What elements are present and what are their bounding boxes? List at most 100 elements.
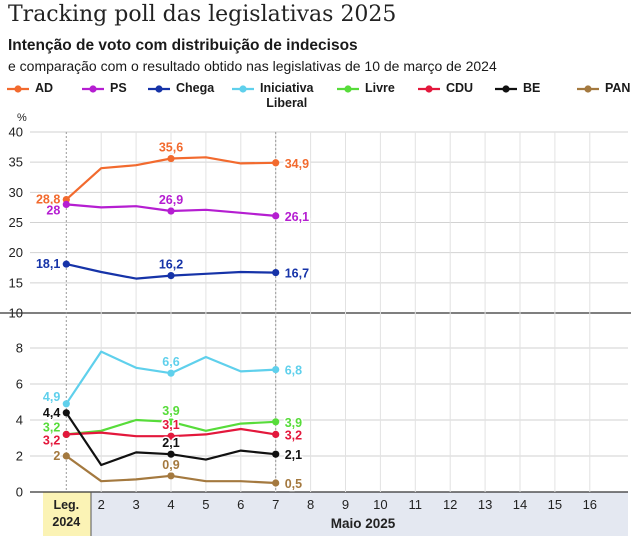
month-label: Maio 2025 bbox=[331, 516, 396, 531]
legend-label: PS bbox=[110, 81, 127, 95]
legend-item: PS bbox=[81, 81, 127, 96]
data-label: 0,9 bbox=[162, 458, 179, 472]
data-point bbox=[167, 472, 175, 480]
data-label: 0,5 bbox=[285, 477, 302, 491]
x-tick-label: 11 bbox=[409, 497, 423, 512]
data-point bbox=[272, 418, 280, 426]
data-point bbox=[272, 450, 280, 458]
legend-item: Livre bbox=[336, 81, 395, 96]
data-label: 3,2 bbox=[43, 433, 60, 447]
y-tick-label: 40 bbox=[9, 125, 23, 140]
data-label: 2,1 bbox=[285, 448, 302, 462]
data-label: 28,8 bbox=[36, 193, 60, 207]
legend: AD PS Chega Iniciativa Liberal Livre CDU BE PAN bbox=[6, 81, 631, 121]
legend-label: Chega bbox=[176, 81, 215, 95]
data-label: 6,8 bbox=[285, 364, 302, 378]
x-tick-label: 3 bbox=[132, 497, 139, 512]
data-label: 2 bbox=[53, 449, 60, 463]
legend-swatch bbox=[82, 85, 104, 93]
data-label: 2,1 bbox=[162, 436, 179, 450]
data-point bbox=[272, 430, 280, 438]
legend-item: PAN bbox=[576, 81, 630, 96]
legend-item: Iniciativa Liberal bbox=[231, 81, 314, 111]
legend-label: Livre bbox=[365, 81, 395, 95]
x-tick-label: 15 bbox=[548, 497, 562, 512]
data-label: 26,1 bbox=[285, 210, 309, 224]
data-label: 3,9 bbox=[162, 404, 179, 418]
data-label: 28 bbox=[46, 203, 60, 217]
x-tick-label: 14 bbox=[513, 497, 527, 512]
data-label: 4,9 bbox=[43, 390, 60, 404]
data-point bbox=[272, 159, 280, 167]
x-tick-label: 13 bbox=[478, 497, 492, 512]
data-point bbox=[167, 271, 175, 280]
data-point bbox=[167, 369, 175, 377]
data-label: 3,1 bbox=[162, 418, 179, 432]
data-label: 18,1 bbox=[36, 257, 60, 271]
data-label: 4,4 bbox=[43, 406, 60, 420]
data-label: 16,2 bbox=[159, 258, 183, 272]
x-tick-label: 5 bbox=[202, 497, 209, 512]
data-label: 26,9 bbox=[159, 193, 183, 207]
y-tick-label: 2 bbox=[16, 449, 23, 464]
x-tick-label: 6 bbox=[237, 497, 244, 512]
legend-item: AD bbox=[6, 81, 53, 96]
baseline-tick-label: 2024 bbox=[52, 515, 80, 529]
x-tick-label: 8 bbox=[307, 497, 314, 512]
legend-swatch bbox=[418, 85, 440, 93]
data-point bbox=[62, 200, 70, 208]
chart-title: Tracking poll das legislativas 2025 bbox=[8, 2, 397, 27]
legend-label: CDU bbox=[446, 81, 474, 95]
legend-swatch bbox=[148, 85, 170, 93]
y-tick-label: 6 bbox=[16, 377, 23, 392]
legend-label: BE bbox=[523, 81, 541, 95]
legend-swatch bbox=[7, 85, 29, 93]
x-tick-label: 10 bbox=[373, 497, 387, 512]
data-point bbox=[167, 418, 175, 426]
y-tick-label: 4 bbox=[16, 413, 23, 428]
x-tick-label: 12 bbox=[443, 497, 457, 512]
data-point bbox=[167, 450, 175, 458]
y-tick-label: 15 bbox=[9, 275, 23, 290]
data-label: 16,7 bbox=[285, 267, 309, 281]
legend-swatch bbox=[232, 85, 254, 93]
data-label: 3,2 bbox=[285, 428, 302, 442]
data-label: 3,9 bbox=[285, 416, 302, 430]
y-tick-label: 8 bbox=[16, 341, 23, 356]
y-tick-label: 0 bbox=[16, 485, 23, 500]
x-tick-label: 4 bbox=[167, 497, 174, 512]
chart-description: e comparação com o resultado obtido nas … bbox=[8, 58, 497, 74]
data-label: 6,6 bbox=[162, 355, 179, 369]
data-point bbox=[62, 430, 70, 438]
legend-item: CDU bbox=[417, 81, 473, 96]
legend-item: Chega bbox=[147, 81, 214, 96]
y-tick-label: 35 bbox=[9, 155, 23, 170]
data-point bbox=[272, 212, 280, 220]
data-point bbox=[272, 479, 280, 487]
data-point bbox=[167, 207, 175, 215]
data-point bbox=[62, 260, 70, 268]
data-point bbox=[272, 366, 280, 374]
data-label: 3,2 bbox=[43, 420, 60, 434]
unit-label: % bbox=[17, 112, 27, 124]
baseline-band bbox=[43, 492, 91, 536]
data-point bbox=[62, 452, 70, 460]
y-tick-label: 30 bbox=[9, 185, 23, 200]
y-tick-label: 25 bbox=[9, 215, 23, 230]
month-band bbox=[91, 492, 628, 536]
legend-label: Iniciativa Liberal bbox=[260, 81, 314, 110]
legend-swatch bbox=[495, 85, 517, 93]
data-label: 35,6 bbox=[159, 141, 183, 155]
y-tick-label: 20 bbox=[9, 245, 23, 260]
data-label: 34,9 bbox=[285, 157, 309, 171]
x-tick-label: 9 bbox=[342, 497, 349, 512]
x-tick-label: 7 bbox=[272, 497, 279, 512]
legend-swatch bbox=[577, 85, 599, 93]
data-point bbox=[167, 154, 175, 163]
baseline-tick-label: Leg. bbox=[53, 498, 79, 512]
data-point bbox=[62, 400, 70, 408]
data-point bbox=[62, 409, 70, 417]
chart-subtitle: Intenção de voto com distribuição de ind… bbox=[8, 37, 358, 54]
data-point bbox=[272, 268, 280, 277]
